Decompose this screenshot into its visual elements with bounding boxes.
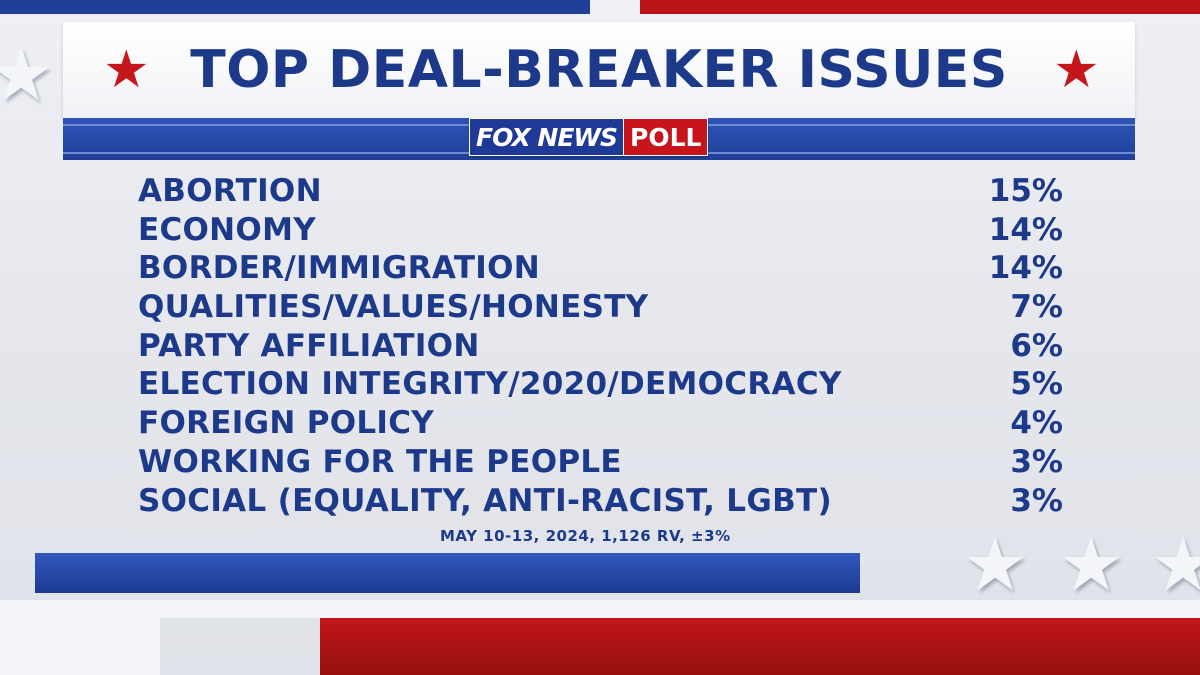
issue-label: SOCIAL (EQUALITY, ANTI-RACIST, LGBT) <box>138 482 832 519</box>
issue-label: PARTY AFFILIATION <box>138 327 480 364</box>
issue-value: 6% <box>1010 327 1063 364</box>
table-row: SOCIAL (EQUALITY, ANTI-RACIST, LGBT) 3% <box>138 482 1063 521</box>
fox-news-poll-logo: FOX NEWS POLL <box>469 118 709 156</box>
bottom-left-white-block <box>0 618 160 675</box>
issue-label: ECONOMY <box>138 211 316 248</box>
table-row: FOREIGN POLICY 4% <box>138 404 1063 443</box>
star-icon: ★ <box>0 32 55 118</box>
issue-label: BORDER/IMMIGRATION <box>138 250 540 287</box>
table-row: WORKING FOR THE PEOPLE 3% <box>138 443 1063 482</box>
table-row: PARTY AFFILIATION 6% <box>138 327 1063 366</box>
bottom-blue-stripe <box>35 553 860 593</box>
issue-label: WORKING FOR THE PEOPLE <box>138 443 622 480</box>
issue-table: ABORTION 15% ECONOMY 14% BORDER/IMMIGRATION 1… <box>138 172 1063 520</box>
title-panel: ★ TOP DEAL-BREAKER ISSUES ★ FOX NEWS POL… <box>63 22 1135 160</box>
issue-value: 14% <box>988 250 1063 287</box>
star-icon: ★ <box>1058 522 1125 608</box>
star-icon: ★ <box>103 40 150 100</box>
issue-label: ABORTION <box>138 173 322 209</box>
title-box <box>63 22 1135 118</box>
issue-value: 15% <box>988 173 1063 209</box>
issue-value: 3% <box>1010 482 1063 519</box>
star-icon: ★ <box>1150 522 1200 608</box>
star-icon: ★ <box>1053 40 1100 100</box>
issue-label: QUALITIES/VALUES/HONESTY <box>138 289 649 326</box>
chart-title: TOP DEAL-BREAKER ISSUES <box>190 40 1008 100</box>
issue-value: 4% <box>1010 405 1063 442</box>
issue-label: ELECTION INTEGRITY/2020/DEMOCRACY <box>138 366 842 403</box>
issue-value: 3% <box>1010 443 1063 480</box>
bottom-red-stripe <box>320 618 1200 675</box>
issue-value: 7% <box>1010 289 1063 326</box>
issue-label: FOREIGN POLICY <box>138 405 435 442</box>
logo-poll: POLL <box>623 118 709 156</box>
table-row: BORDER/IMMIGRATION 14% <box>138 249 1063 288</box>
poll-source-note: MAY 10-13, 2024, 1,126 RV, ±3% <box>440 527 731 545</box>
issue-value: 5% <box>1010 366 1063 403</box>
star-icon: ★ <box>962 522 1029 608</box>
issue-value: 14% <box>988 211 1063 248</box>
bottom-white-stripe <box>0 600 1200 618</box>
table-row: ABORTION 15% <box>138 172 1063 211</box>
logo-brand: FOX NEWS <box>469 118 623 156</box>
table-row: ECONOMY 14% <box>138 211 1063 250</box>
table-row: QUALITIES/VALUES/HONESTY 7% <box>138 288 1063 327</box>
top-blue-stripe <box>0 0 590 14</box>
top-red-stripe <box>640 0 1200 14</box>
table-row: ELECTION INTEGRITY/2020/DEMOCRACY 5% <box>138 365 1063 404</box>
